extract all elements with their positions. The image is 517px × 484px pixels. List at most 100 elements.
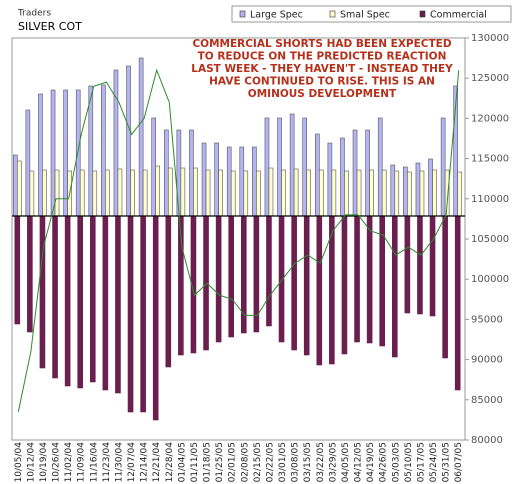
bar <box>79 169 85 217</box>
source: Traders <box>17 9 51 19</box>
bar <box>205 169 211 217</box>
x-tick-label: 11/02/04 <box>64 442 74 483</box>
legend-label: Smal Spec <box>340 10 390 21</box>
x-tick-label: 03/29/05 <box>328 442 338 482</box>
bar <box>429 215 436 317</box>
bar <box>440 117 446 217</box>
bar <box>218 169 223 217</box>
bar <box>89 215 96 383</box>
bar <box>417 215 423 315</box>
y2-tick-label: 90000 <box>471 355 503 366</box>
x-tick-label: 03/15/05 <box>303 442 313 482</box>
bar <box>140 215 146 413</box>
bar <box>239 146 245 217</box>
bar <box>252 146 257 217</box>
bar <box>214 142 219 217</box>
legend-swatch <box>329 10 336 18</box>
plot-area <box>11 37 466 441</box>
bar <box>340 137 345 217</box>
bar <box>381 169 387 217</box>
x-tick-label: 05/24/05 <box>429 442 439 482</box>
chart-title: SILVER COT <box>18 20 82 33</box>
bar <box>344 170 349 217</box>
legend-label: Large Spec <box>250 10 303 21</box>
bar <box>126 65 131 217</box>
x-tick-label: 12/07/04 <box>127 442 137 483</box>
bar <box>14 215 21 325</box>
bar <box>163 129 169 217</box>
bar <box>281 169 286 217</box>
x-tick-label: 12/21/04 <box>152 442 162 483</box>
bar <box>127 215 134 413</box>
bar <box>369 169 374 217</box>
bar <box>428 158 433 217</box>
x-tick-label: 11/16/04 <box>89 442 99 483</box>
bar <box>407 171 412 217</box>
y2-tick-label: 85000 <box>471 395 503 406</box>
x-tick-label: 05/10/05 <box>404 442 414 482</box>
x-tick-label: 01/11/05 <box>190 442 200 482</box>
x-tick-label: 06/07/05 <box>454 442 464 482</box>
bar <box>155 165 161 217</box>
bar <box>50 89 56 217</box>
bar <box>25 109 31 217</box>
bar <box>316 215 323 366</box>
x-tick-label: 02/01/05 <box>228 442 238 482</box>
x-tick-label: 05/17/05 <box>416 442 426 482</box>
x-tick-label: 11/30/04 <box>114 442 124 483</box>
bar <box>138 57 144 217</box>
bar <box>302 117 308 217</box>
bar <box>415 162 421 217</box>
bar <box>352 129 358 217</box>
bar <box>64 215 71 387</box>
bar <box>75 89 81 217</box>
bar <box>101 84 106 217</box>
bar <box>303 215 310 356</box>
y2-tick-label: 100000 <box>471 274 509 285</box>
x-tick-label: 11/23/04 <box>102 442 112 483</box>
bar <box>130 169 135 217</box>
bar <box>226 146 232 217</box>
x-tick-label: 03/08/05 <box>291 442 301 482</box>
y2-tick-label: 125000 <box>471 73 509 84</box>
x-tick-label: 03/01/05 <box>278 442 288 482</box>
bar <box>277 117 282 217</box>
legend <box>231 5 512 23</box>
annotation: LAST WEEK - THEY HAVEN'T - INSTEAD THEY <box>191 63 453 75</box>
bar <box>52 215 58 379</box>
bar <box>293 168 299 217</box>
bar <box>454 215 461 391</box>
y2-tick-label: 95000 <box>471 314 503 325</box>
x-tick-label: 04/12/05 <box>354 442 364 482</box>
bar <box>115 215 121 394</box>
bar <box>457 171 463 217</box>
x-tick-label: 02/15/05 <box>253 442 263 482</box>
bar <box>39 215 46 369</box>
bar <box>16 160 22 217</box>
line <box>17 68 460 412</box>
annotation: OMINOUS DEVELOPMENT <box>248 88 397 100</box>
bar <box>356 169 362 217</box>
bar <box>228 215 235 338</box>
bar <box>442 215 448 359</box>
bar <box>77 215 84 389</box>
bar <box>42 169 47 217</box>
x-tick-label: 01/18/05 <box>203 442 213 482</box>
bar <box>201 142 207 217</box>
x-tick-label: 10/26/04 <box>52 442 62 483</box>
x-tick-label: 01/25/05 <box>215 442 225 482</box>
bar <box>266 215 272 327</box>
x-tick-label: 02/22/05 <box>265 442 275 482</box>
bar <box>176 129 182 217</box>
bar <box>394 170 400 217</box>
bar <box>391 215 398 358</box>
bar <box>354 215 360 343</box>
bar <box>167 167 173 217</box>
x-tick-label: 05/31/05 <box>442 442 452 482</box>
bar <box>289 113 295 217</box>
bar <box>366 215 373 344</box>
x-tick-label: 10/12/04 <box>26 442 36 483</box>
x-tick-label: 05/03/05 <box>391 442 401 482</box>
annotation: HAVE CONTINUED TO RISE. THIS IS AN <box>209 76 435 88</box>
